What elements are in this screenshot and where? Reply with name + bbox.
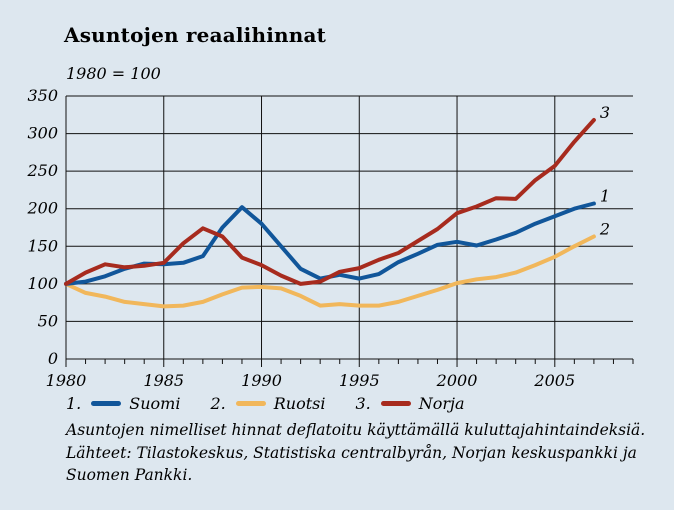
legend-item-norja: 3. Norja <box>355 394 494 413</box>
legend-label: Norja <box>418 394 465 413</box>
y-tick-label: 50 <box>38 311 58 330</box>
legend-number: 3. <box>355 394 371 413</box>
x-tick-label: 2000 <box>436 371 478 390</box>
series-end-label: 3 <box>600 103 610 122</box>
series-line-ruotsi <box>64 234 596 309</box>
note-line: Suomen Pankki. <box>66 466 193 484</box>
note-line: Lähteet: Tilastokeskus, Statistiska cent… <box>66 443 637 462</box>
y-tick-label: 300 <box>27 124 58 143</box>
x-tick-label: 1990 <box>241 371 282 390</box>
y-tick-label: 100 <box>27 274 58 293</box>
chart-notes: Asuntojen nimelliset hinnat deflatoitu k… <box>66 419 666 487</box>
legend-swatch-norja <box>380 401 411 406</box>
legend-number: 2. <box>210 394 226 413</box>
chart-subtitle: 1980 = 100 <box>66 64 161 83</box>
series-line-norja <box>64 118 596 286</box>
legend-number: 1. <box>66 394 82 413</box>
series-end-label: 1 <box>600 186 610 205</box>
x-tick-label: 2005 <box>533 371 575 390</box>
y-tick-label: 200 <box>26 199 58 218</box>
chart-title: Asuntojen reaalihinnat <box>64 23 327 47</box>
x-tick-label: 1985 <box>143 371 184 390</box>
y-tick-label: 150 <box>27 236 58 255</box>
legend-label: Ruotsi <box>273 394 326 413</box>
legend-swatch-ruotsi <box>235 401 266 406</box>
x-tick-label: 1995 <box>339 371 380 390</box>
y-tick-label: 0 <box>48 349 58 368</box>
x-tick-label: 1980 <box>46 371 87 390</box>
legend-swatch-suomi <box>91 401 122 406</box>
y-tick-label: 350 <box>27 86 58 105</box>
legend-item-ruotsi: 2. Ruotsi <box>210 394 355 413</box>
legend-label: Suomi <box>129 394 181 413</box>
series-end-label: 2 <box>599 220 610 239</box>
y-tick-label: 250 <box>26 161 58 180</box>
legend: 1. Suomi 2. Ruotsi 3. Norja <box>66 394 495 413</box>
legend-item-suomi: 1. Suomi <box>66 394 210 413</box>
line-chart: 0 50 100 150 200 250 300 350 1980 1985 1990 1995 200… <box>26 86 634 390</box>
note-line: Asuntojen nimelliset hinnat deflatoitu k… <box>66 421 646 439</box>
